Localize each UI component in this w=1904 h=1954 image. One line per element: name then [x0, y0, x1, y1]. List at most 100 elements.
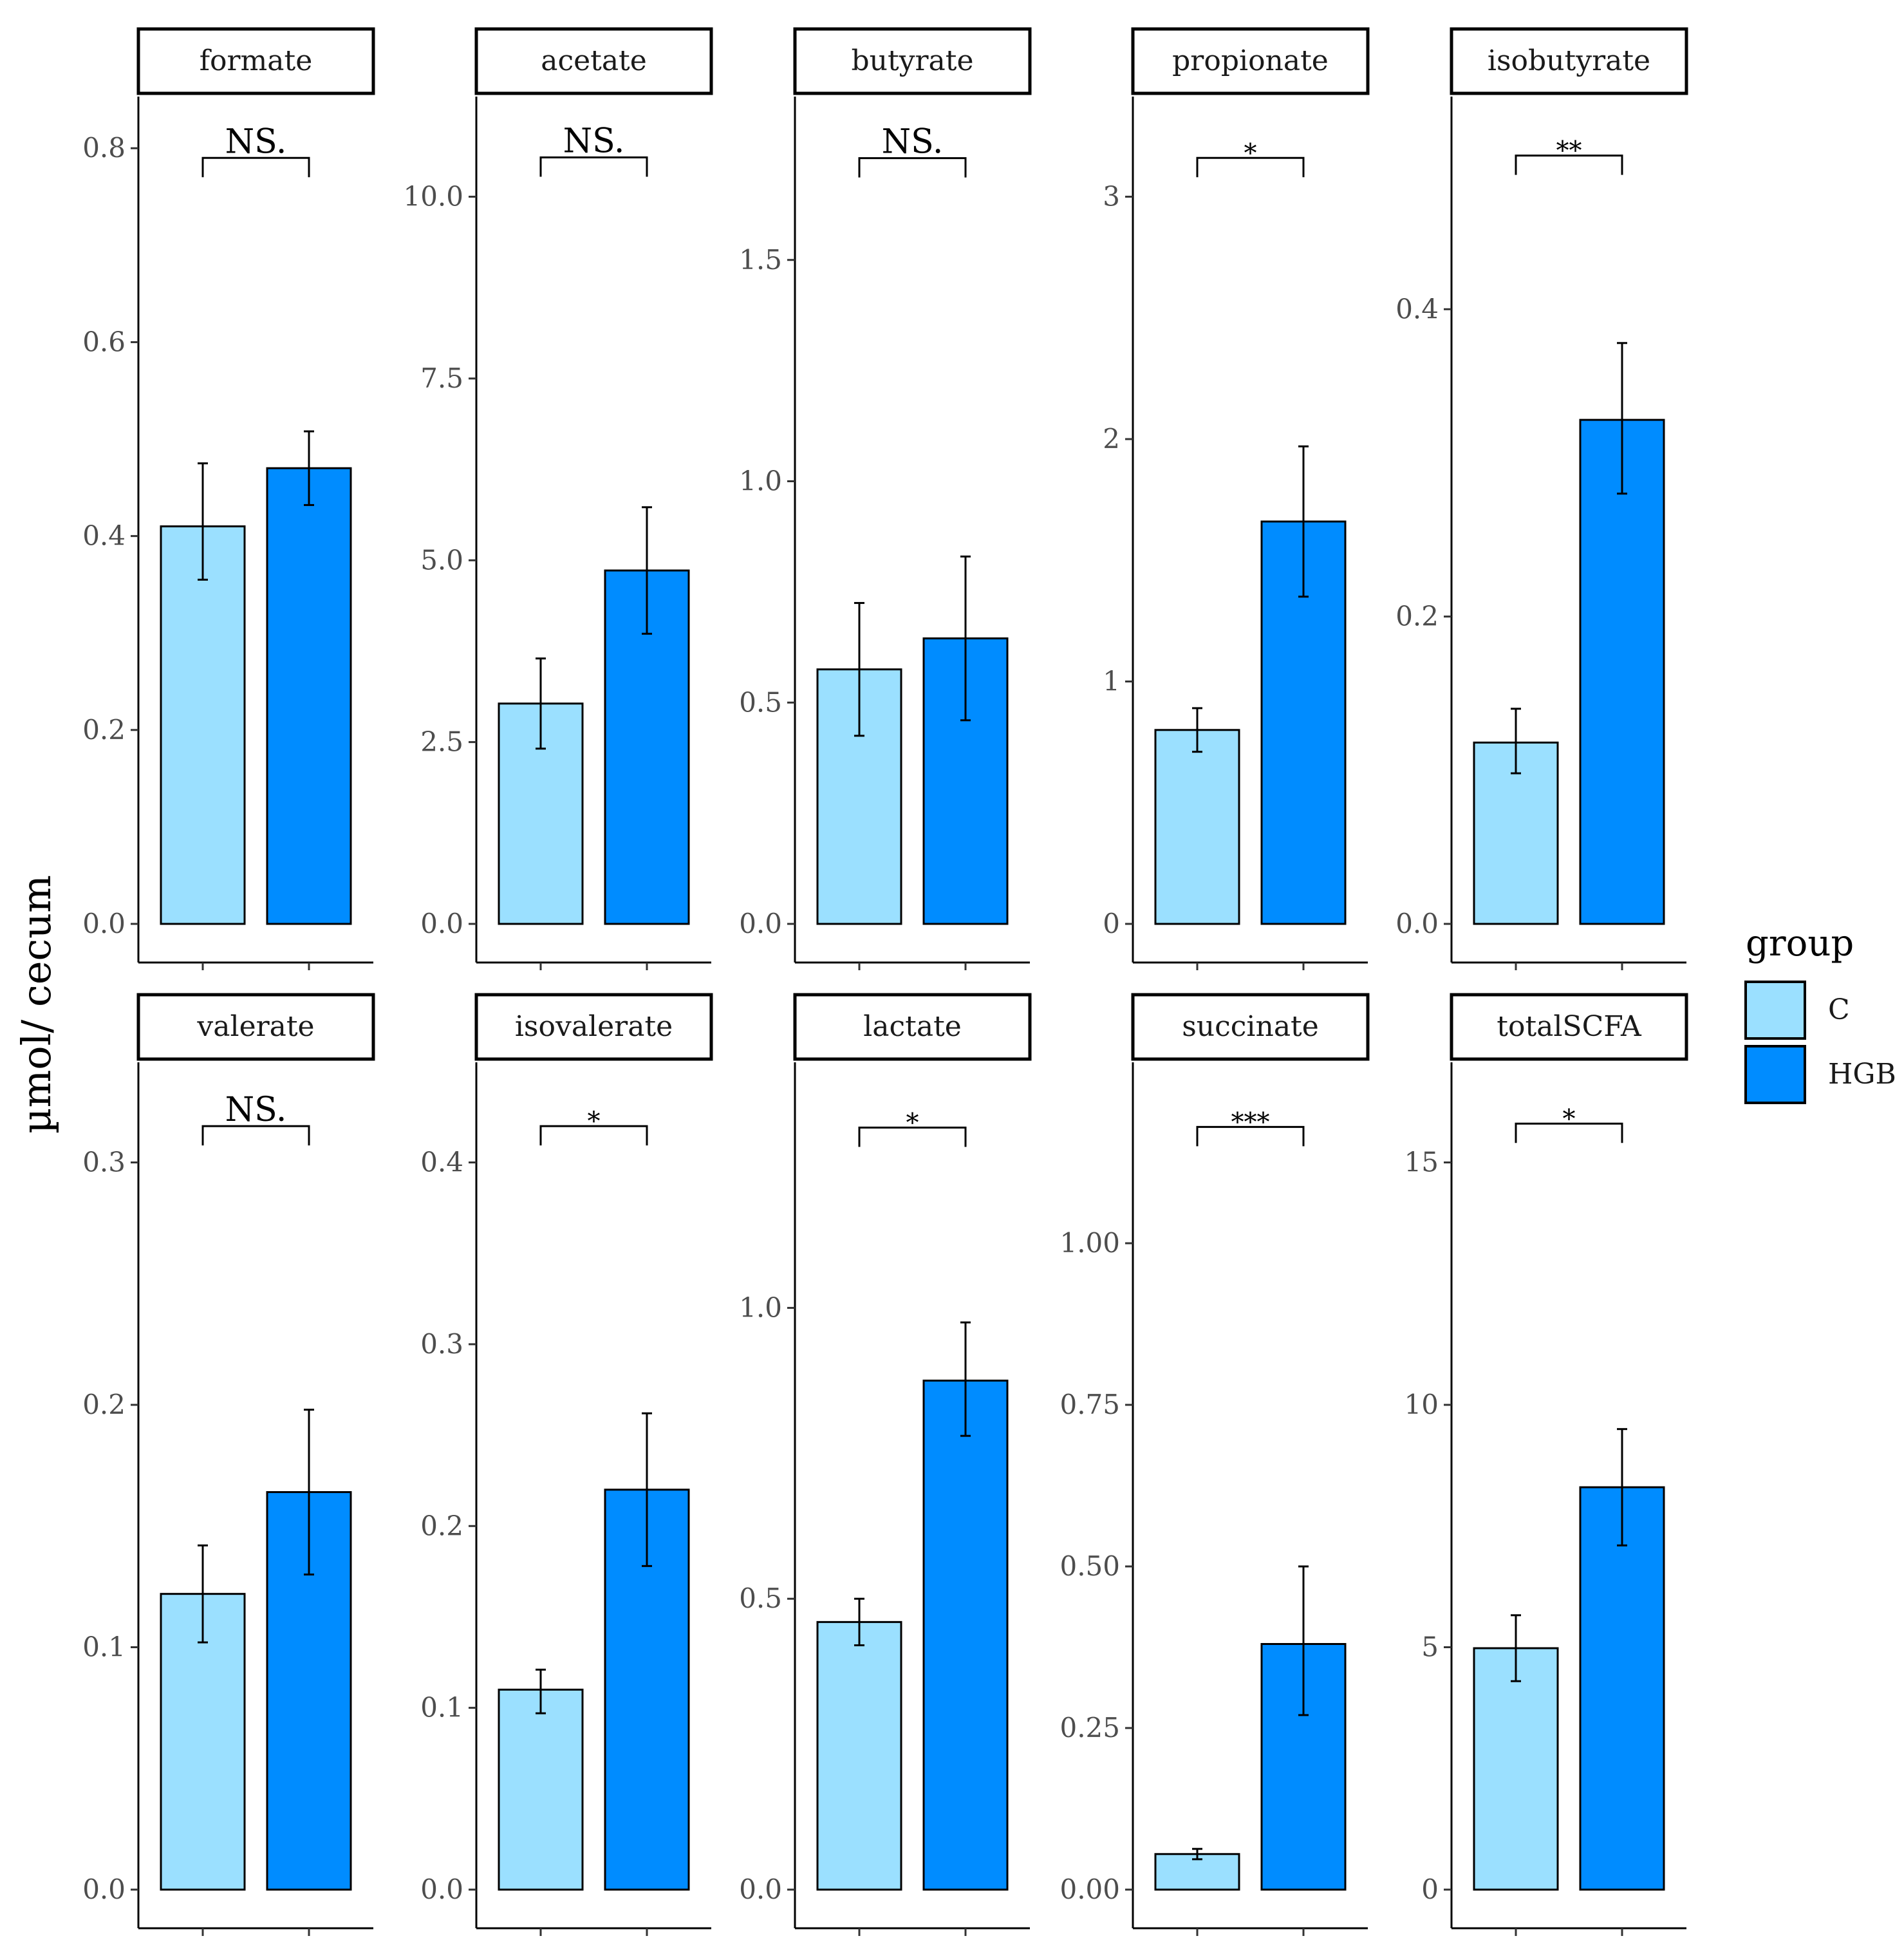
significance-bracket [1196, 1125, 1305, 1147]
bar-HGB [922, 1379, 1009, 1891]
legend-label: HGB [1828, 1058, 1896, 1091]
y-tick-label: 1.0 [739, 1292, 782, 1323]
y-tick-label: 10.0 [403, 181, 463, 212]
strip-box [1131, 27, 1370, 95]
significance-label: ** [1556, 136, 1582, 166]
y-tick-label: 0.2 [420, 1510, 463, 1541]
y-tick-label: 0.6 [82, 326, 126, 357]
significance-bracket [201, 156, 310, 178]
significance-label: * [906, 1108, 919, 1138]
y-tick-label: 0.75 [1059, 1389, 1120, 1420]
y-tick-label: 0.8 [82, 132, 126, 164]
panels: formate 0.0 0.2 0.4 0.6 0.8 NS. acetate 0.0 2.5 5.… [82, 27, 1688, 1936]
significance-bracket [858, 1126, 967, 1147]
significance-label: NS. [882, 123, 944, 162]
significance-label: NS. [563, 122, 625, 161]
strip-box [1450, 993, 1688, 1061]
strip-label: acetate [541, 44, 647, 77]
y-tick-label: 2.5 [420, 726, 463, 758]
strip-label: butyrate [851, 44, 973, 77]
y-tick-label: 0.00 [1059, 1874, 1120, 1905]
panel-isovalerate: isovalerate 0.0 0.1 0.2 0.3 0.4 * [420, 993, 713, 1936]
strip-box [136, 993, 375, 1061]
strip-box [1131, 993, 1370, 1061]
significance-label: * [1244, 138, 1257, 168]
y-tick-label: 0.1 [420, 1692, 463, 1724]
y-tick-label: 0.0 [82, 1874, 126, 1905]
bar-HGB [1579, 1486, 1665, 1891]
significance-bracket [201, 1125, 310, 1146]
y-tick-label: 0.2 [82, 1389, 126, 1420]
y-tick-label: 0.5 [739, 686, 782, 718]
significance-label: *** [1231, 1107, 1270, 1137]
strip-box [793, 993, 1032, 1061]
panel-propionate: propionate 0 1 2 3 * [1103, 27, 1370, 970]
y-tick-label: 0 [1103, 908, 1120, 939]
panel-succinate: succinate 0.00 0.25 0.50 0.75 1.00 *** [1059, 993, 1370, 1936]
y-tick-label: 1 [1103, 666, 1120, 697]
strip-box [474, 993, 713, 1061]
legend: group C HGB [1744, 923, 1896, 1104]
strip-label: lactate [863, 1010, 962, 1043]
significance-label: * [1563, 1104, 1576, 1134]
y-tick-label: 5.0 [420, 544, 463, 576]
bar-C [160, 525, 246, 925]
y-tick-label: 0.0 [739, 1874, 782, 1905]
y-tick-label: 0.0 [420, 908, 463, 939]
legend-key-C [1744, 981, 1806, 1040]
significance-bracket [1515, 1122, 1623, 1143]
y-tick-label: 15 [1405, 1147, 1439, 1178]
y-tick-label: 1.0 [739, 465, 782, 497]
y-tick-label: 1.00 [1059, 1227, 1120, 1259]
significance-bracket [1515, 155, 1623, 175]
y-tick-label: 0.0 [420, 1874, 463, 1905]
panel-totalSCFA: totalSCFA 0 5 10 15 * [1405, 993, 1688, 1936]
y-tick-label: 3 [1103, 181, 1120, 212]
y-tick-label: 0.4 [82, 520, 126, 552]
y-tick-label: 0.4 [1395, 293, 1439, 324]
bar-C [1154, 729, 1240, 925]
strip-label: succinate [1182, 1010, 1319, 1043]
y-tick-label: 7.5 [420, 362, 463, 394]
bar-HGB [266, 467, 352, 925]
legend-label: C [1828, 993, 1850, 1026]
strip-box [793, 27, 1032, 95]
bar-HGB [1579, 418, 1665, 925]
bar-C [498, 1688, 584, 1891]
panel-valerate: valerate 0.0 0.1 0.2 0.3 NS. [82, 993, 375, 1936]
strip-box [136, 27, 375, 95]
y-tick-label: 0.0 [739, 908, 782, 939]
panel-butyrate: butyrate 0.0 0.5 1.0 1.5 NS. [739, 27, 1032, 970]
strip-label: isobutyrate [1488, 44, 1650, 77]
strip-box [474, 27, 713, 95]
strip-label: isovalerate [515, 1010, 673, 1043]
strip-box [1450, 27, 1688, 95]
significance-bracket [1196, 156, 1305, 178]
significance-bracket [539, 156, 648, 177]
y-tick-label: 0.1 [82, 1631, 126, 1663]
y-tick-label: 5 [1421, 1631, 1439, 1663]
significance-label: * [588, 1107, 601, 1136]
significance-label: NS. [225, 1091, 287, 1129]
bar-C [1473, 1647, 1559, 1891]
y-tick-label: 0.3 [420, 1328, 463, 1360]
panel-isobutyrate: isobutyrate 0.0 0.2 0.4 ** [1395, 27, 1688, 970]
y-tick-label: 0 [1421, 1874, 1439, 1905]
strip-label: formate [200, 44, 312, 77]
y-tick-label: 0.2 [1395, 601, 1439, 632]
significance-bracket [858, 157, 967, 178]
legend-title: group [1746, 923, 1854, 964]
significance-label: NS. [225, 122, 287, 161]
y-tick-label: 0.0 [1395, 908, 1439, 939]
panel-formate: formate 0.0 0.2 0.4 0.6 0.8 NS. [82, 27, 375, 970]
significance-bracket [539, 1125, 648, 1146]
y-tick-label: 0.4 [420, 1147, 463, 1178]
y-tick-label: 0.25 [1059, 1712, 1120, 1743]
panel-acetate: acetate 0.0 2.5 5.0 7.5 10.0 NS. [403, 27, 713, 970]
strip-label: valerate [196, 1010, 314, 1043]
y-tick-label: 10 [1405, 1389, 1439, 1420]
bar-C [816, 1621, 902, 1891]
y-tick-label: 0.50 [1059, 1550, 1120, 1582]
y-axis-label: µmol/ cecum [13, 875, 60, 1134]
